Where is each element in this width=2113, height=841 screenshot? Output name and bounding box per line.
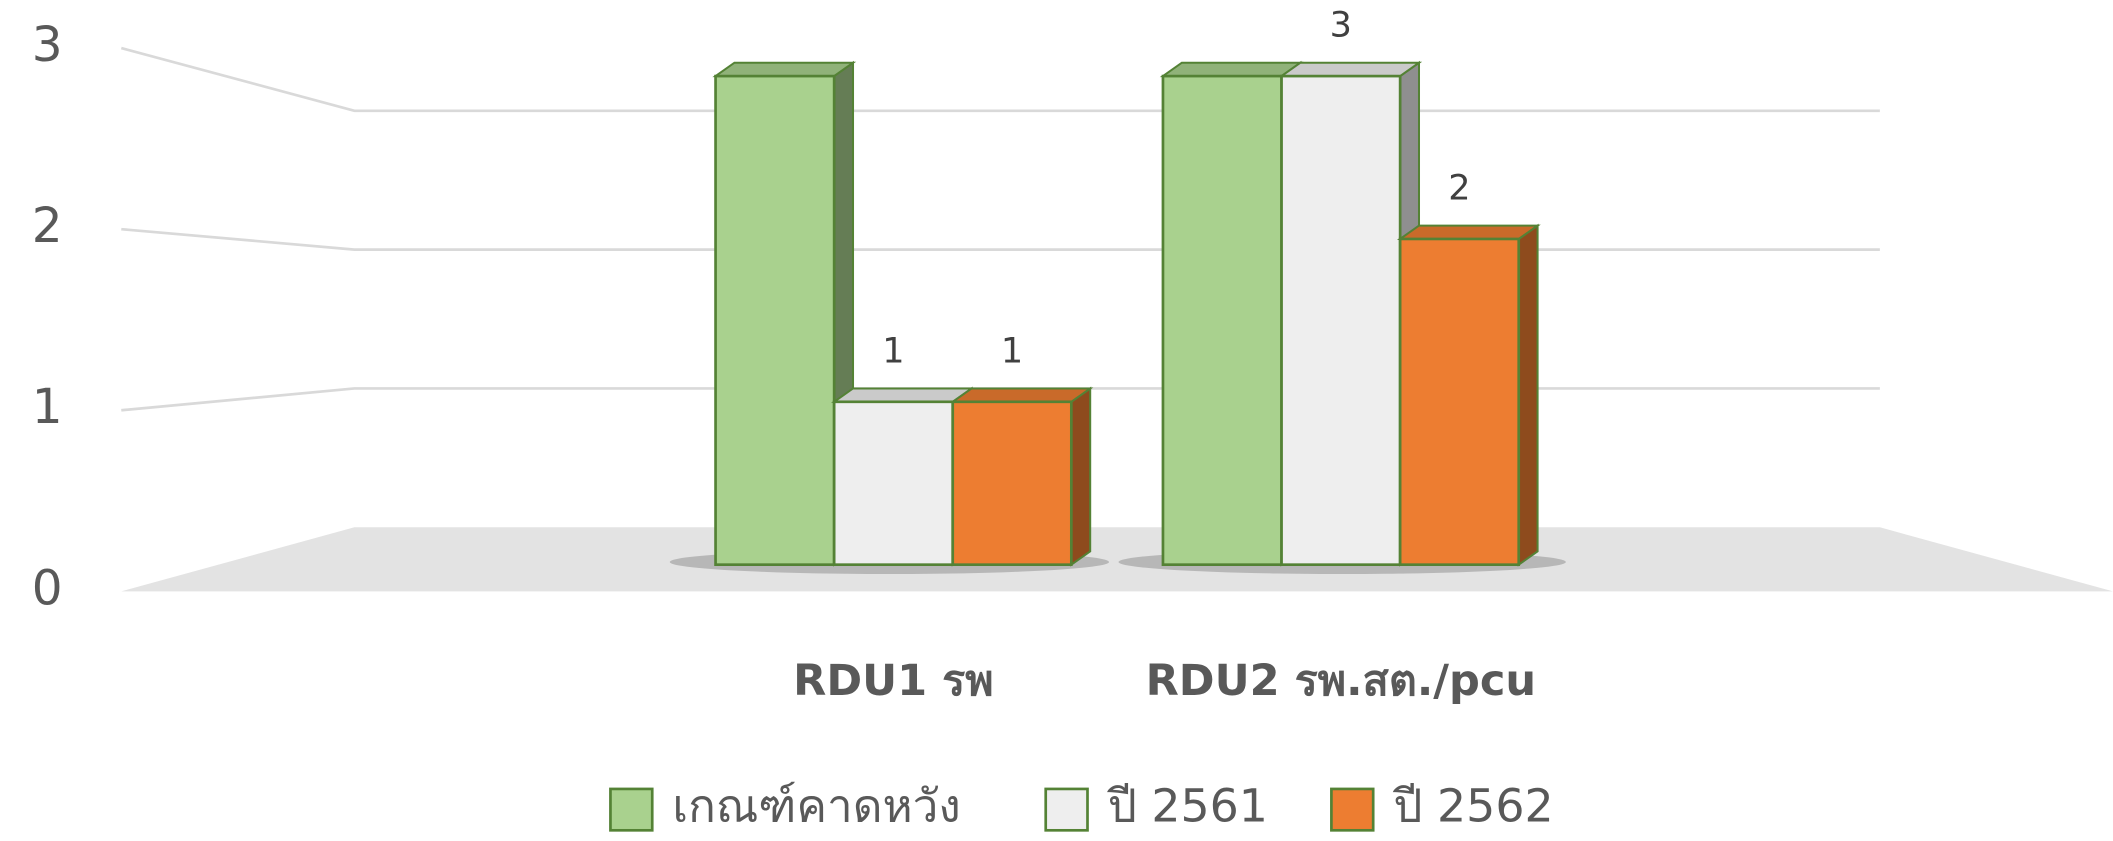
bar-top — [712, 61, 857, 78]
grid-line — [121, 227, 1880, 251]
legend-label: เกณฑ์คาดหวัง — [672, 780, 960, 833]
y-tick-label: 3 — [32, 17, 63, 73]
floor — [121, 527, 2113, 592]
bar — [1280, 74, 1402, 567]
bar — [714, 74, 836, 567]
bar-top — [1159, 61, 1304, 78]
legend-swatch — [1044, 787, 1089, 832]
bar-side — [1070, 386, 1092, 567]
x-tick-label: RDU1 รพ — [793, 656, 994, 706]
grid-line — [120, 46, 1880, 113]
bar — [1398, 237, 1521, 567]
bar-top — [830, 387, 975, 403]
data-label: 1 — [1001, 332, 1023, 372]
legend-label: ปี 2562 — [1392, 780, 1554, 833]
bar-top — [949, 387, 1094, 403]
bar — [832, 400, 955, 567]
bar — [1161, 74, 1283, 567]
legend-label: ปี 2561 — [1106, 780, 1268, 833]
bar-top — [1396, 224, 1541, 240]
bar — [951, 400, 1073, 567]
bar-side — [1517, 223, 1539, 567]
y-tick-label: 0 — [32, 561, 63, 617]
legend-swatch — [1330, 787, 1375, 832]
x-tick-label: RDU2 รพ.สต./pcu — [1146, 656, 1536, 706]
y-tick-label: 1 — [32, 379, 63, 435]
bar-top — [1278, 61, 1423, 78]
legend-swatch — [609, 787, 654, 832]
y-tick-label: 2 — [32, 198, 63, 254]
data-label: 1 — [882, 332, 904, 372]
data-label: 3 — [1330, 6, 1352, 46]
data-label: 2 — [1448, 169, 1470, 209]
